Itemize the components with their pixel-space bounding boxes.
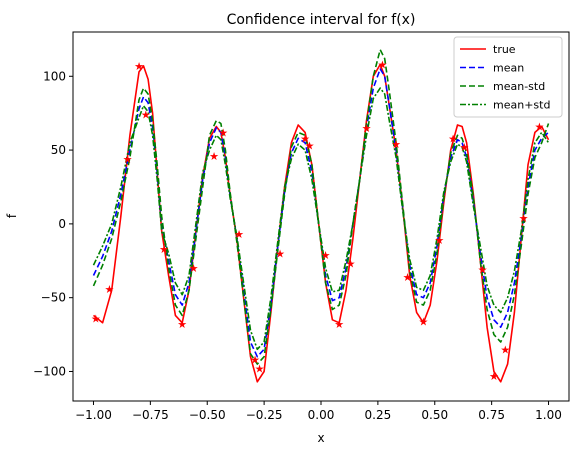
x-tick-label: 0.75 [478, 408, 505, 422]
legend-label: true [493, 43, 516, 56]
legend-label: mean-std [493, 80, 545, 93]
legend: true mean mean-std mean+std [453, 36, 563, 118]
legend-box [453, 36, 563, 118]
observation-star-marker: ★ [141, 109, 151, 122]
observation-star-marker: ★ [334, 318, 344, 331]
observation-star-marker: ★ [534, 121, 544, 134]
y-tick-label: −100 [33, 364, 66, 378]
observation-star-marker: ★ [346, 258, 356, 271]
y-axis-label: f [5, 213, 19, 218]
series-lines [92, 48, 550, 383]
x-axis-label: x [317, 431, 324, 445]
x-tick-label: −1.00 [75, 408, 112, 422]
observation-star-marker: ★ [519, 212, 529, 225]
observation-star-marker: ★ [123, 153, 133, 166]
observation-star-marker: ★ [448, 132, 458, 145]
observation-star-marker: ★ [305, 140, 315, 153]
observation-star-marker: ★ [234, 228, 244, 241]
observation-star-marker: ★ [275, 247, 285, 260]
observation-markers: ★ ★ ★ ★ ★ ★ ★ ★ ★ ★ ★ ★ ★ ★ ★ ★ ★ ★ ★ ★ ★ ★ ★ ★ ★ ★ ★ ★ ★ ★ ★ ★ [91, 59, 545, 383]
observation-star-marker: ★ [209, 150, 219, 163]
y-tick-label: −50 [41, 291, 66, 305]
observation-star-marker: ★ [134, 60, 144, 73]
observation-star-marker: ★ [391, 138, 401, 151]
observation-star-marker: ★ [159, 243, 169, 256]
observation-star-marker: ★ [377, 59, 387, 72]
chart-title: Confidence interval for f(x) [227, 12, 416, 28]
observation-star-marker: ★ [500, 343, 510, 356]
observation-star-marker: ★ [255, 363, 265, 376]
x-tick-label: −0.75 [132, 408, 169, 422]
observation-star-marker: ★ [321, 249, 331, 262]
observation-star-marker: ★ [91, 312, 101, 325]
observation-star-marker: ★ [403, 271, 413, 284]
x-axis-ticks: −1.00 −0.75 −0.50 −0.25 0.00 0.25 0.50 0.75 1.00 [75, 401, 562, 422]
observation-star-marker: ★ [189, 262, 199, 275]
x-tick-label: −0.50 [189, 408, 226, 422]
y-tick-label: 50 [51, 143, 66, 157]
observation-star-marker: ★ [418, 315, 428, 328]
y-axis-ticks: −100 −50 0 50 100 [33, 69, 73, 378]
observation-star-marker: ★ [478, 264, 488, 277]
observation-star-marker: ★ [489, 370, 499, 383]
observation-star-marker: ★ [218, 126, 228, 139]
x-tick-label: −0.25 [246, 408, 283, 422]
observation-star-marker: ★ [300, 132, 310, 145]
y-tick-label: 100 [43, 69, 66, 83]
observation-star-marker: ★ [177, 318, 187, 331]
observation-star-marker: ★ [434, 234, 444, 247]
x-tick-label: 0.50 [421, 408, 448, 422]
legend-label: mean+std [493, 99, 550, 112]
observation-star-marker: ★ [104, 283, 114, 296]
observation-star-marker: ★ [362, 122, 372, 135]
legend-label: mean [493, 62, 524, 75]
x-tick-label: 1.00 [535, 408, 562, 422]
series-line-true [92, 63, 550, 383]
series-line-mean-std [92, 48, 550, 365]
x-tick-label: 0.25 [365, 408, 392, 422]
x-tick-label: 0.00 [308, 408, 335, 422]
observation-star-marker: ★ [459, 141, 469, 154]
y-tick-label: 0 [58, 217, 66, 231]
observation-star-marker: ★ [250, 354, 260, 367]
series-line-mean-std-plus [92, 87, 550, 351]
